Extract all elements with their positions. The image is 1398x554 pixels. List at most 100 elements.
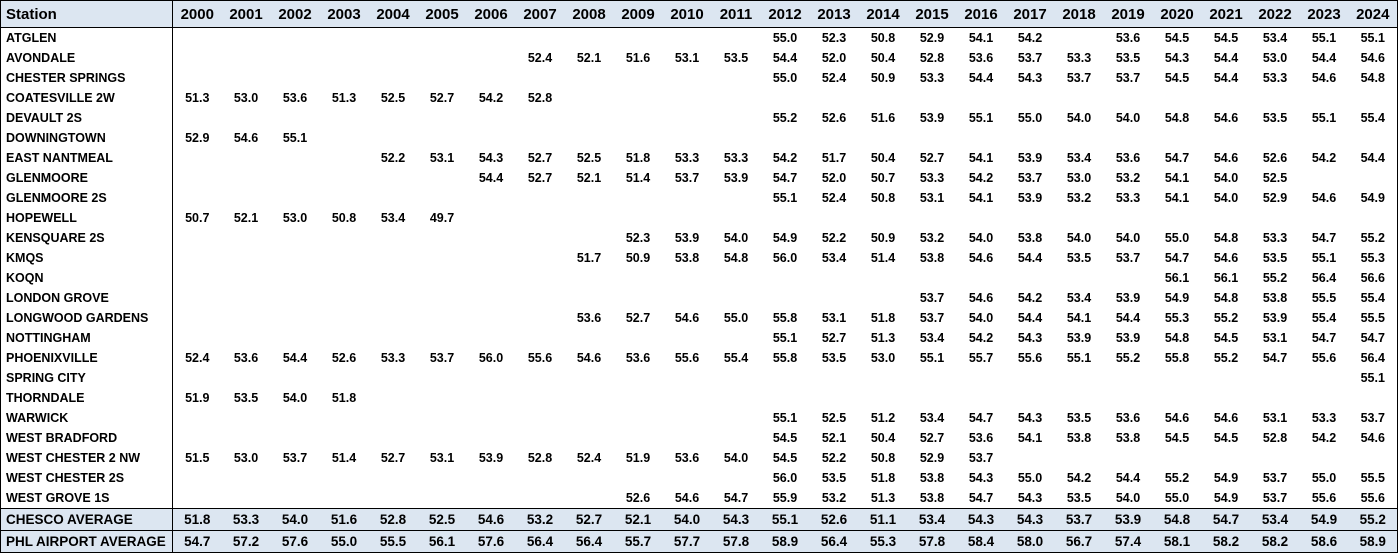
temperature-cell: 56.7 bbox=[1054, 530, 1104, 553]
temperature-cell bbox=[173, 428, 222, 448]
temperature-cell: 54.5 bbox=[772, 431, 798, 445]
temperature-cell bbox=[516, 248, 565, 268]
temperature-cell bbox=[1202, 208, 1251, 228]
temperature-cell bbox=[1055, 388, 1104, 408]
temperature-cell bbox=[222, 288, 271, 308]
table-row: DOWNINGTOWN 52.9 54.6 55.1 bbox=[0, 128, 1398, 148]
temperature-cell bbox=[320, 428, 369, 448]
temperature-cell bbox=[1055, 128, 1104, 148]
temperature-cell: 51.7 bbox=[821, 151, 847, 165]
temperature-cell bbox=[1251, 448, 1300, 468]
temperature-cell: 54.6 bbox=[1348, 48, 1398, 68]
year-column-header: 2019 bbox=[1103, 0, 1153, 28]
temperature-cell bbox=[1348, 388, 1398, 408]
temperature-cell: 53.3 bbox=[221, 508, 271, 531]
temperature-cell bbox=[1202, 388, 1251, 408]
temperature-cell: 55.8 bbox=[772, 311, 798, 325]
temperature-cell bbox=[565, 288, 614, 308]
temperature-cell bbox=[173, 408, 222, 428]
temperature-cell bbox=[663, 408, 712, 428]
temperature-cell: 54.0 bbox=[723, 451, 749, 465]
temperature-cell bbox=[418, 188, 467, 208]
temperature-cell: 54.6 bbox=[968, 251, 994, 265]
temperature-cell: 55.3 bbox=[1348, 248, 1398, 268]
year-column-header: 2020 bbox=[1152, 0, 1202, 28]
temperature-cell: 53.1 bbox=[919, 191, 945, 205]
station-name-cell: WEST GROVE 1S bbox=[0, 488, 173, 509]
temperature-cell: 56.4 bbox=[564, 530, 614, 553]
temperature-cell: 54.1 bbox=[968, 31, 994, 45]
temperature-cell: 53.7 bbox=[968, 451, 994, 465]
temperature-cell: 52.6 bbox=[331, 351, 357, 365]
temperature-cell bbox=[516, 108, 565, 128]
temperature-cell bbox=[1251, 208, 1300, 228]
temperature-cell bbox=[271, 268, 320, 288]
temperature-cell bbox=[320, 68, 369, 88]
temperature-cell: 53.1 bbox=[1262, 331, 1288, 345]
temperature-cell bbox=[1251, 128, 1300, 148]
temperature-cell: 54.7 bbox=[723, 491, 749, 505]
temperature-cell bbox=[761, 268, 810, 288]
temperature-cell bbox=[712, 468, 761, 488]
year-column-header: 2006 bbox=[466, 0, 516, 28]
temperature-cell bbox=[516, 228, 565, 248]
temperature-cell bbox=[222, 488, 271, 509]
temperature-cell: 51.2 bbox=[870, 411, 896, 425]
temperature-cell: 51.9 bbox=[625, 451, 651, 465]
temperature-cell bbox=[761, 288, 810, 308]
temperature-cell: 53.8 bbox=[1262, 291, 1288, 305]
temperature-cell: 52.1 bbox=[613, 508, 663, 531]
temperature-cell bbox=[271, 188, 320, 208]
temperature-cell bbox=[467, 68, 516, 88]
temperature-cell bbox=[712, 428, 761, 448]
temperature-cell: 50.9 bbox=[625, 251, 651, 265]
temperature-cell bbox=[222, 368, 271, 388]
temperature-cell: 50.4 bbox=[870, 51, 896, 65]
temperature-cell: 53.0 bbox=[233, 451, 259, 465]
station-name-cell: DOWNINGTOWN bbox=[0, 128, 173, 148]
temperature-cell: 55.0 bbox=[1164, 231, 1190, 245]
temperature-cell bbox=[614, 108, 663, 128]
temperature-cell: 53.7 bbox=[282, 451, 308, 465]
temperature-cell: 54.7 bbox=[1311, 231, 1337, 245]
temperature-cell bbox=[1153, 388, 1202, 408]
temperature-cell: 53.6 bbox=[282, 91, 308, 105]
year-column-header: 2009 bbox=[613, 0, 663, 28]
temperature-cell bbox=[516, 468, 565, 488]
temperature-cell bbox=[614, 128, 663, 148]
temperature-cell: 50.7 bbox=[185, 211, 210, 225]
temperature-cell: 53.9 bbox=[1115, 291, 1141, 305]
table-row: GLENMOORE 54.4 52.7 52.1 51.4 53.7 53.9 54.7 52.… bbox=[0, 168, 1398, 188]
temperature-cell bbox=[663, 268, 712, 288]
temperature-cell bbox=[565, 368, 614, 388]
temperature-cell: 54.3 bbox=[478, 151, 504, 165]
temperature-cell bbox=[810, 388, 859, 408]
temperature-cell bbox=[565, 268, 614, 288]
temperature-cell: 54.0 bbox=[662, 508, 712, 531]
temperature-cell: 54.2 bbox=[1311, 151, 1337, 165]
temperature-cell bbox=[1006, 208, 1055, 228]
temperature-cell: 53.3 bbox=[1262, 71, 1288, 85]
temperature-cell bbox=[467, 468, 516, 488]
temperature-cell: 54.9 bbox=[1348, 188, 1398, 208]
table-row: KOQN 56.1 56.1 55.2 56.4 56.6 bbox=[0, 268, 1398, 288]
temperature-cell: 52.7 bbox=[527, 171, 553, 185]
temperature-cell: 55.0 bbox=[1311, 471, 1337, 485]
temperature-cell bbox=[1300, 388, 1349, 408]
temperature-cell bbox=[614, 428, 663, 448]
temperature-cell bbox=[369, 388, 418, 408]
temperature-cell: 54.7 bbox=[968, 491, 994, 505]
temperature-cell: 54.2 bbox=[1017, 291, 1043, 305]
temperature-cell: 54.0 bbox=[968, 231, 994, 245]
temperature-cell: 54.6 bbox=[1311, 71, 1337, 85]
temperature-cell: 54.0 bbox=[270, 508, 320, 531]
temperature-cell: 55.0 bbox=[772, 31, 798, 45]
temperature-cell bbox=[271, 408, 320, 428]
temperature-cell: 54.3 bbox=[1164, 51, 1190, 65]
temperature-cell bbox=[1300, 448, 1349, 468]
temperature-cell bbox=[516, 288, 565, 308]
temperature-cell bbox=[418, 108, 467, 128]
table-row: LONDON GROVE 53.7 54.6 54.2 53.4 53.9 54.9 54.8… bbox=[0, 288, 1398, 308]
temperature-cell: 55.4 bbox=[723, 351, 749, 365]
temperature-cell: 52.1 bbox=[821, 431, 847, 445]
